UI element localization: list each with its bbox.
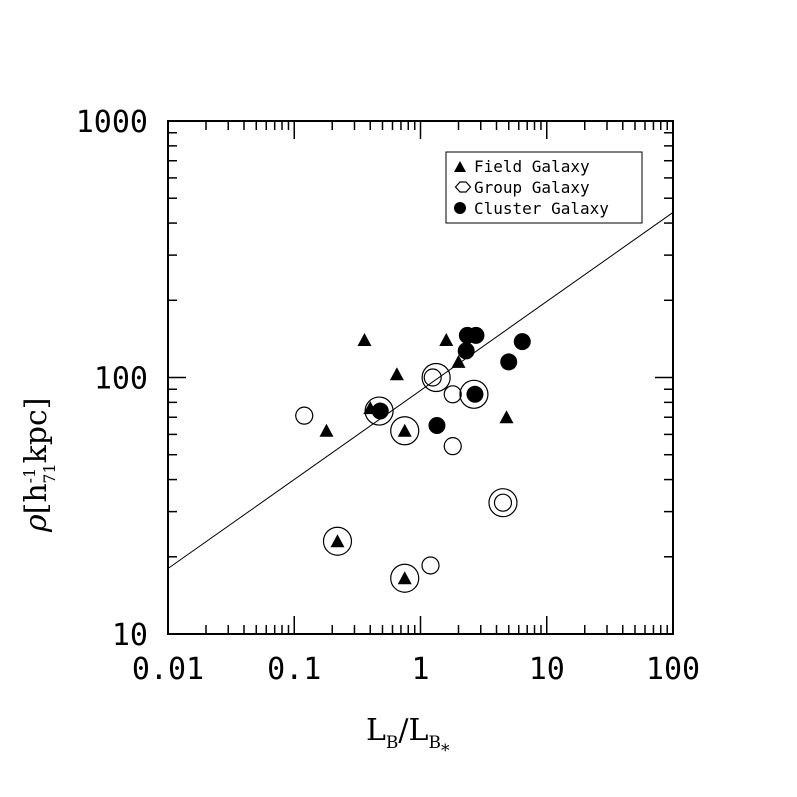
- legend: Field Galaxy Group Galaxy Cluster Galaxy: [445, 151, 643, 224]
- x-axis-label: LB/LB*: [366, 713, 450, 761]
- legend-triangle-icon: [454, 161, 466, 172]
- x-tick-label: 0.01: [132, 652, 204, 687]
- group-galaxy-point: [443, 437, 462, 456]
- fit-line: [167, 212, 674, 569]
- y-label-open: [h: [19, 483, 54, 514]
- field-galaxy-point: [397, 423, 412, 437]
- y-tick-label: 100: [94, 362, 148, 397]
- x-tick-label: 0.1: [267, 652, 321, 687]
- cluster-galaxy-point: [371, 402, 389, 420]
- minor-ticks: [168, 121, 673, 634]
- x-tick-label: 10: [529, 652, 565, 687]
- group-galaxy-point: [421, 556, 440, 575]
- cluster-galaxy-point: [467, 326, 485, 344]
- x-label-sub: B: [386, 733, 399, 753]
- group-galaxy-point: [423, 368, 442, 387]
- ring-marker: [322, 526, 353, 556]
- cluster-galaxy-point: [500, 353, 518, 371]
- field-galaxy-point: [319, 423, 334, 437]
- x-label-star: *: [441, 741, 450, 761]
- legend-hexagon-icon: [454, 181, 472, 193]
- ring-marker: [459, 379, 489, 409]
- y-label-sub: 71: [40, 463, 59, 483]
- cluster-galaxy-point: [513, 333, 531, 351]
- legend-label-group: Group Galaxy: [474, 178, 590, 197]
- x-tick-label: 100: [646, 652, 700, 687]
- cluster-galaxy-point: [428, 416, 446, 434]
- legend-label-cluster: Cluster Galaxy: [474, 199, 609, 218]
- field-galaxy-point: [397, 571, 412, 585]
- field-galaxy-point: [451, 354, 466, 368]
- y-tick-label: 10: [112, 618, 148, 653]
- group-galaxy-point: [443, 385, 462, 404]
- y-label-rho: ρ: [19, 514, 54, 533]
- y-label-sup: -1: [20, 468, 39, 484]
- x-tick-label: 1: [411, 652, 429, 687]
- field-galaxy-point: [389, 367, 404, 381]
- x-label-sep: /L: [398, 713, 428, 748]
- legend-filled-circle-icon: [454, 202, 466, 214]
- field-galaxy-point: [439, 333, 454, 347]
- cluster-galaxy-point: [466, 385, 484, 403]
- ring-marker: [390, 563, 420, 593]
- field-galaxy-point: [357, 333, 372, 347]
- group-galaxy-point: [295, 406, 314, 425]
- x-label-L: L: [366, 713, 386, 748]
- y-axis-label: ρ[h-171kpc]: [19, 397, 59, 533]
- field-galaxy-point: [330, 534, 345, 548]
- tick-labels: 0.01 0.1 1 10 100 10 100 1000: [76, 105, 700, 687]
- ring-marker: [421, 362, 451, 393]
- y-tick-label: 1000: [76, 105, 148, 140]
- legend-box: [445, 151, 643, 224]
- x-label-sub2: B: [428, 733, 441, 753]
- ring-marker: [390, 416, 420, 446]
- field-galaxy-point: [499, 410, 514, 424]
- legend-label-field: Field Galaxy: [474, 157, 590, 176]
- group-galaxy-point: [493, 493, 513, 512]
- data-points: [295, 326, 531, 593]
- y-label-close: kpc]: [19, 397, 54, 463]
- ring-marker: [488, 488, 518, 518]
- cluster-galaxy-point: [457, 342, 475, 360]
